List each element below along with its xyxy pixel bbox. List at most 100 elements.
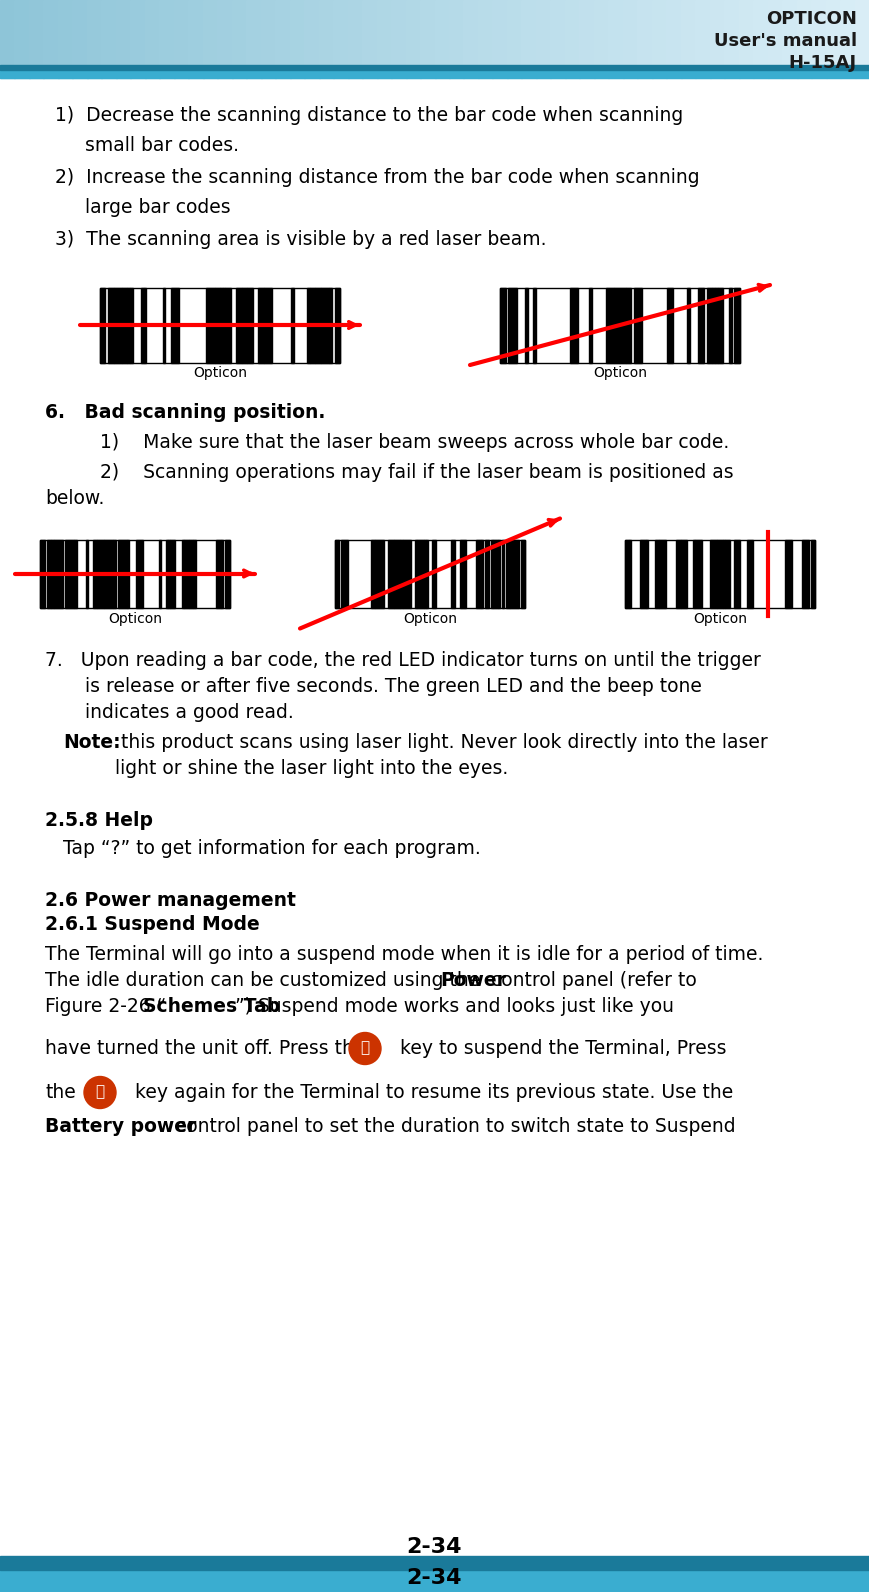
Bar [189,540,194,608]
Text: control panel to set the duration to switch state to Suspend: control panel to set the duration to swi… [170,1116,736,1135]
Bar [225,288,231,363]
Bar [163,288,165,363]
Bar [629,540,632,608]
Text: 7.   Upon reading a bar code, the red LED indicator turns on until the trigger: 7. Upon reading a bar code, the red LED … [45,651,761,670]
Bar [510,540,519,608]
Text: Note:: Note: [63,732,121,751]
Bar [184,540,189,608]
Bar [767,0,783,78]
Bar [321,288,329,363]
Bar [536,0,551,78]
Bar [698,288,704,363]
Bar [102,0,116,78]
Bar [667,0,681,78]
Bar [0,1570,869,1592]
Bar [54,540,63,608]
Bar [86,540,88,608]
Bar [248,288,253,363]
Text: 2.5.8 Help: 2.5.8 Help [45,810,153,829]
Bar [802,540,808,608]
Text: 2)  Increase the scanning distance from the bar code when scanning: 2) Increase the scanning distance from t… [55,169,700,186]
Bar [40,540,230,608]
Bar [660,540,666,608]
Text: 3)  The scanning area is visible by a red laser beam.: 3) The scanning area is visible by a red… [55,229,547,248]
Bar [0,65,869,70]
Bar [206,288,215,363]
Bar [521,540,525,608]
Bar [417,540,424,608]
Bar [310,288,315,363]
Bar [100,288,340,363]
Bar [40,540,44,608]
Bar [420,0,435,78]
Bar [797,0,812,78]
Bar [122,288,127,363]
Bar [460,540,466,608]
Text: User's manual: User's manual [713,32,857,49]
Bar [501,540,504,608]
Bar [371,540,375,608]
Bar [342,540,348,608]
Bar [291,288,294,363]
Bar [0,0,16,78]
Bar [47,540,51,608]
Bar [734,288,740,363]
Bar [395,540,401,608]
Text: large bar codes: large bar codes [85,197,230,217]
Bar [640,540,647,608]
Bar [734,540,740,608]
Bar [647,540,648,608]
Bar [500,288,506,363]
Bar [329,288,332,363]
Bar [97,540,104,608]
Bar [100,288,105,363]
Bar [335,288,340,363]
Bar [717,540,723,608]
Bar [130,0,146,78]
Bar [348,0,363,78]
Bar [424,540,426,608]
Bar [634,288,642,363]
Bar [626,288,631,363]
Text: small bar codes.: small bar codes. [85,135,239,154]
Bar [753,0,768,78]
Bar [169,540,170,608]
Text: indicates a good read.: indicates a good read. [85,702,294,721]
Text: The Terminal will go into a suspend mode when it is idle for a period of time.: The Terminal will go into a suspend mode… [45,944,763,963]
Bar [58,0,73,78]
Text: this product scans using laser light. Never look directly into the laser: this product scans using laser light. Ne… [115,732,767,751]
Bar [114,288,122,363]
Bar [687,288,690,363]
Bar [478,0,494,78]
Text: have turned the unit off. Press the: have turned the unit off. Press the [45,1038,365,1057]
Text: Figure 2-26 “: Figure 2-26 “ [45,997,166,1016]
Bar [726,540,730,608]
Bar [712,288,715,363]
Bar [232,0,247,78]
Bar [104,540,113,608]
Bar [263,288,272,363]
Bar [72,0,88,78]
Bar [130,288,133,363]
Bar [623,0,638,78]
Bar [127,540,129,608]
Text: key again for the Terminal to resume its previous state. Use the: key again for the Terminal to resume its… [135,1083,733,1102]
Bar [570,288,578,363]
Text: Opticon: Opticon [108,611,162,626]
Text: Opticon: Opticon [403,611,457,626]
Bar [652,0,667,78]
Text: Power: Power [440,971,506,990]
Bar [580,0,594,78]
Text: Tap “?” to get information for each program.: Tap “?” to get information for each prog… [63,839,481,858]
Bar [391,0,407,78]
Bar [434,0,450,78]
Bar [159,0,175,78]
Text: key to suspend the Terminal, Press: key to suspend the Terminal, Press [400,1038,726,1057]
Bar [65,540,75,608]
Bar [108,288,114,363]
Bar [127,288,130,363]
Bar [319,0,334,78]
Bar [0,70,869,78]
Bar [141,288,143,363]
Bar [840,0,855,78]
